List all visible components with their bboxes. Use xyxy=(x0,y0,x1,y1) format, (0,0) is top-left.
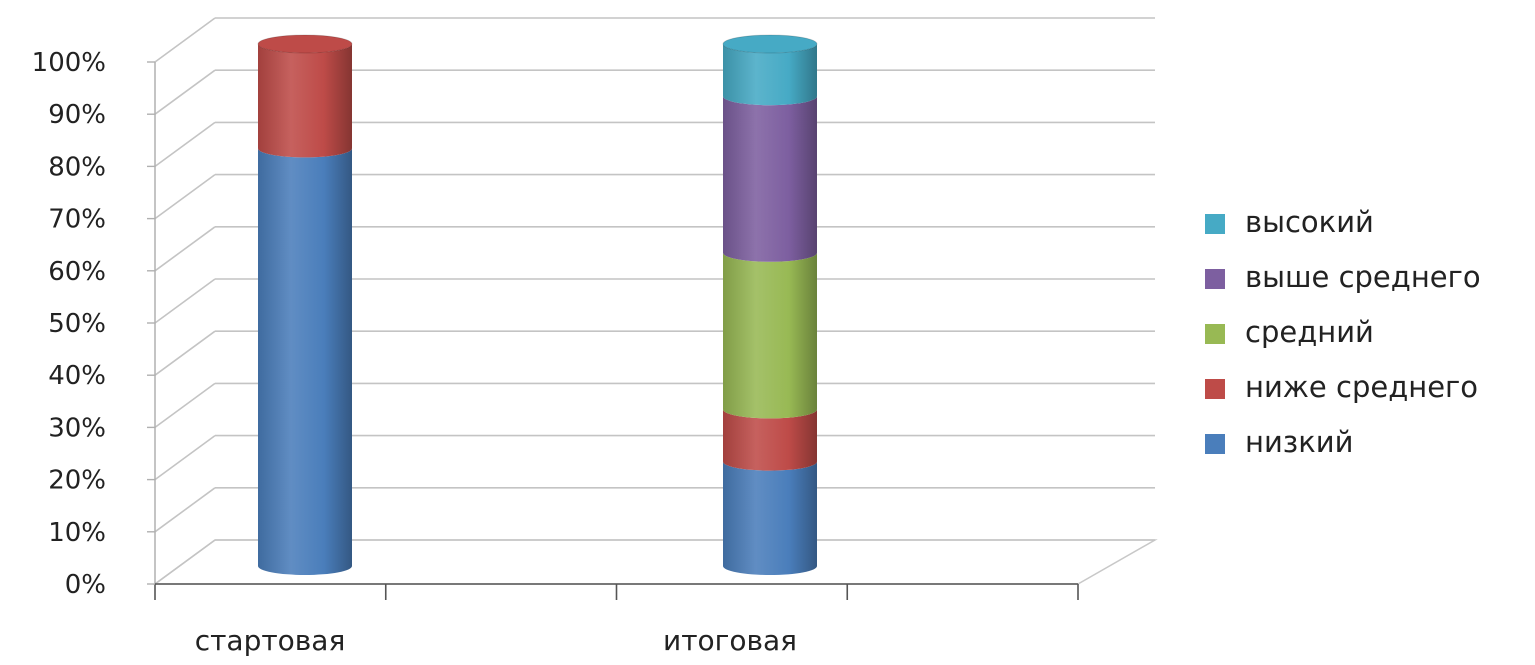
bar-segment xyxy=(723,409,817,471)
legend-item: выше среднего xyxy=(1205,260,1481,294)
y-tick-label: 80% xyxy=(48,152,106,182)
gridline xyxy=(154,539,1155,585)
legend: высокий выше среднего средний ниже среднего… xyxy=(1205,205,1481,459)
legend-label: ниже среднего xyxy=(1245,370,1478,404)
gridline xyxy=(154,173,1155,220)
gridline xyxy=(154,330,1155,376)
legend-swatch xyxy=(1205,269,1225,289)
y-axis-tick-labels: 0% 10% 20% 30% 40% 50% 60% 70% 80% 90% 100% xyxy=(32,48,106,600)
gridline xyxy=(154,17,1155,63)
legend-label: выше среднего xyxy=(1245,260,1481,294)
bar-segment xyxy=(723,461,817,575)
legend-swatch xyxy=(1205,324,1225,344)
x-axis-tick-labels: стартовая итоговая xyxy=(195,624,797,657)
legend-label: высокий xyxy=(1245,205,1374,239)
bar-top-cap xyxy=(257,34,353,54)
gridline xyxy=(154,121,1155,168)
legend-swatch xyxy=(1205,214,1225,234)
y-tick-label: 90% xyxy=(48,100,106,130)
legend-item: ниже среднего xyxy=(1205,370,1478,404)
y-tick-label: 50% xyxy=(48,309,106,339)
x-tick-label: стартовая xyxy=(195,624,346,657)
bar-segment xyxy=(258,148,352,575)
x-tick-label: итоговая xyxy=(663,624,797,657)
y-tick-label: 10% xyxy=(48,518,106,548)
bar-top-cap xyxy=(722,34,818,54)
gridline xyxy=(154,69,1155,115)
y-tick-label: 100% xyxy=(32,48,106,78)
legend-item: низкий xyxy=(1205,425,1353,459)
gridline xyxy=(154,486,1155,533)
legend-swatch xyxy=(1205,434,1225,454)
legend-label: средний xyxy=(1245,315,1374,349)
bar-segment xyxy=(723,252,817,419)
bar-segment xyxy=(258,44,352,158)
legend-label: низкий xyxy=(1245,425,1353,459)
legend-item: высокий xyxy=(1205,205,1374,239)
legend-swatch xyxy=(1205,379,1225,399)
bars xyxy=(257,34,818,575)
bar-segment xyxy=(723,96,817,262)
y-tick-label: 30% xyxy=(48,413,106,443)
gridline xyxy=(154,226,1155,272)
legend-item: средний xyxy=(1205,315,1374,349)
gridline xyxy=(154,278,1155,324)
gridline xyxy=(154,434,1155,481)
axes xyxy=(147,61,1079,600)
y-tick-label: 60% xyxy=(48,257,106,287)
y-tick-label: 0% xyxy=(65,570,106,600)
gridline xyxy=(154,382,1155,429)
y-tick-label: 70% xyxy=(48,205,106,235)
y-tick-label: 20% xyxy=(48,466,106,496)
gridlines xyxy=(154,17,1155,585)
bar-segment xyxy=(723,44,817,106)
y-tick-label: 40% xyxy=(48,361,106,391)
